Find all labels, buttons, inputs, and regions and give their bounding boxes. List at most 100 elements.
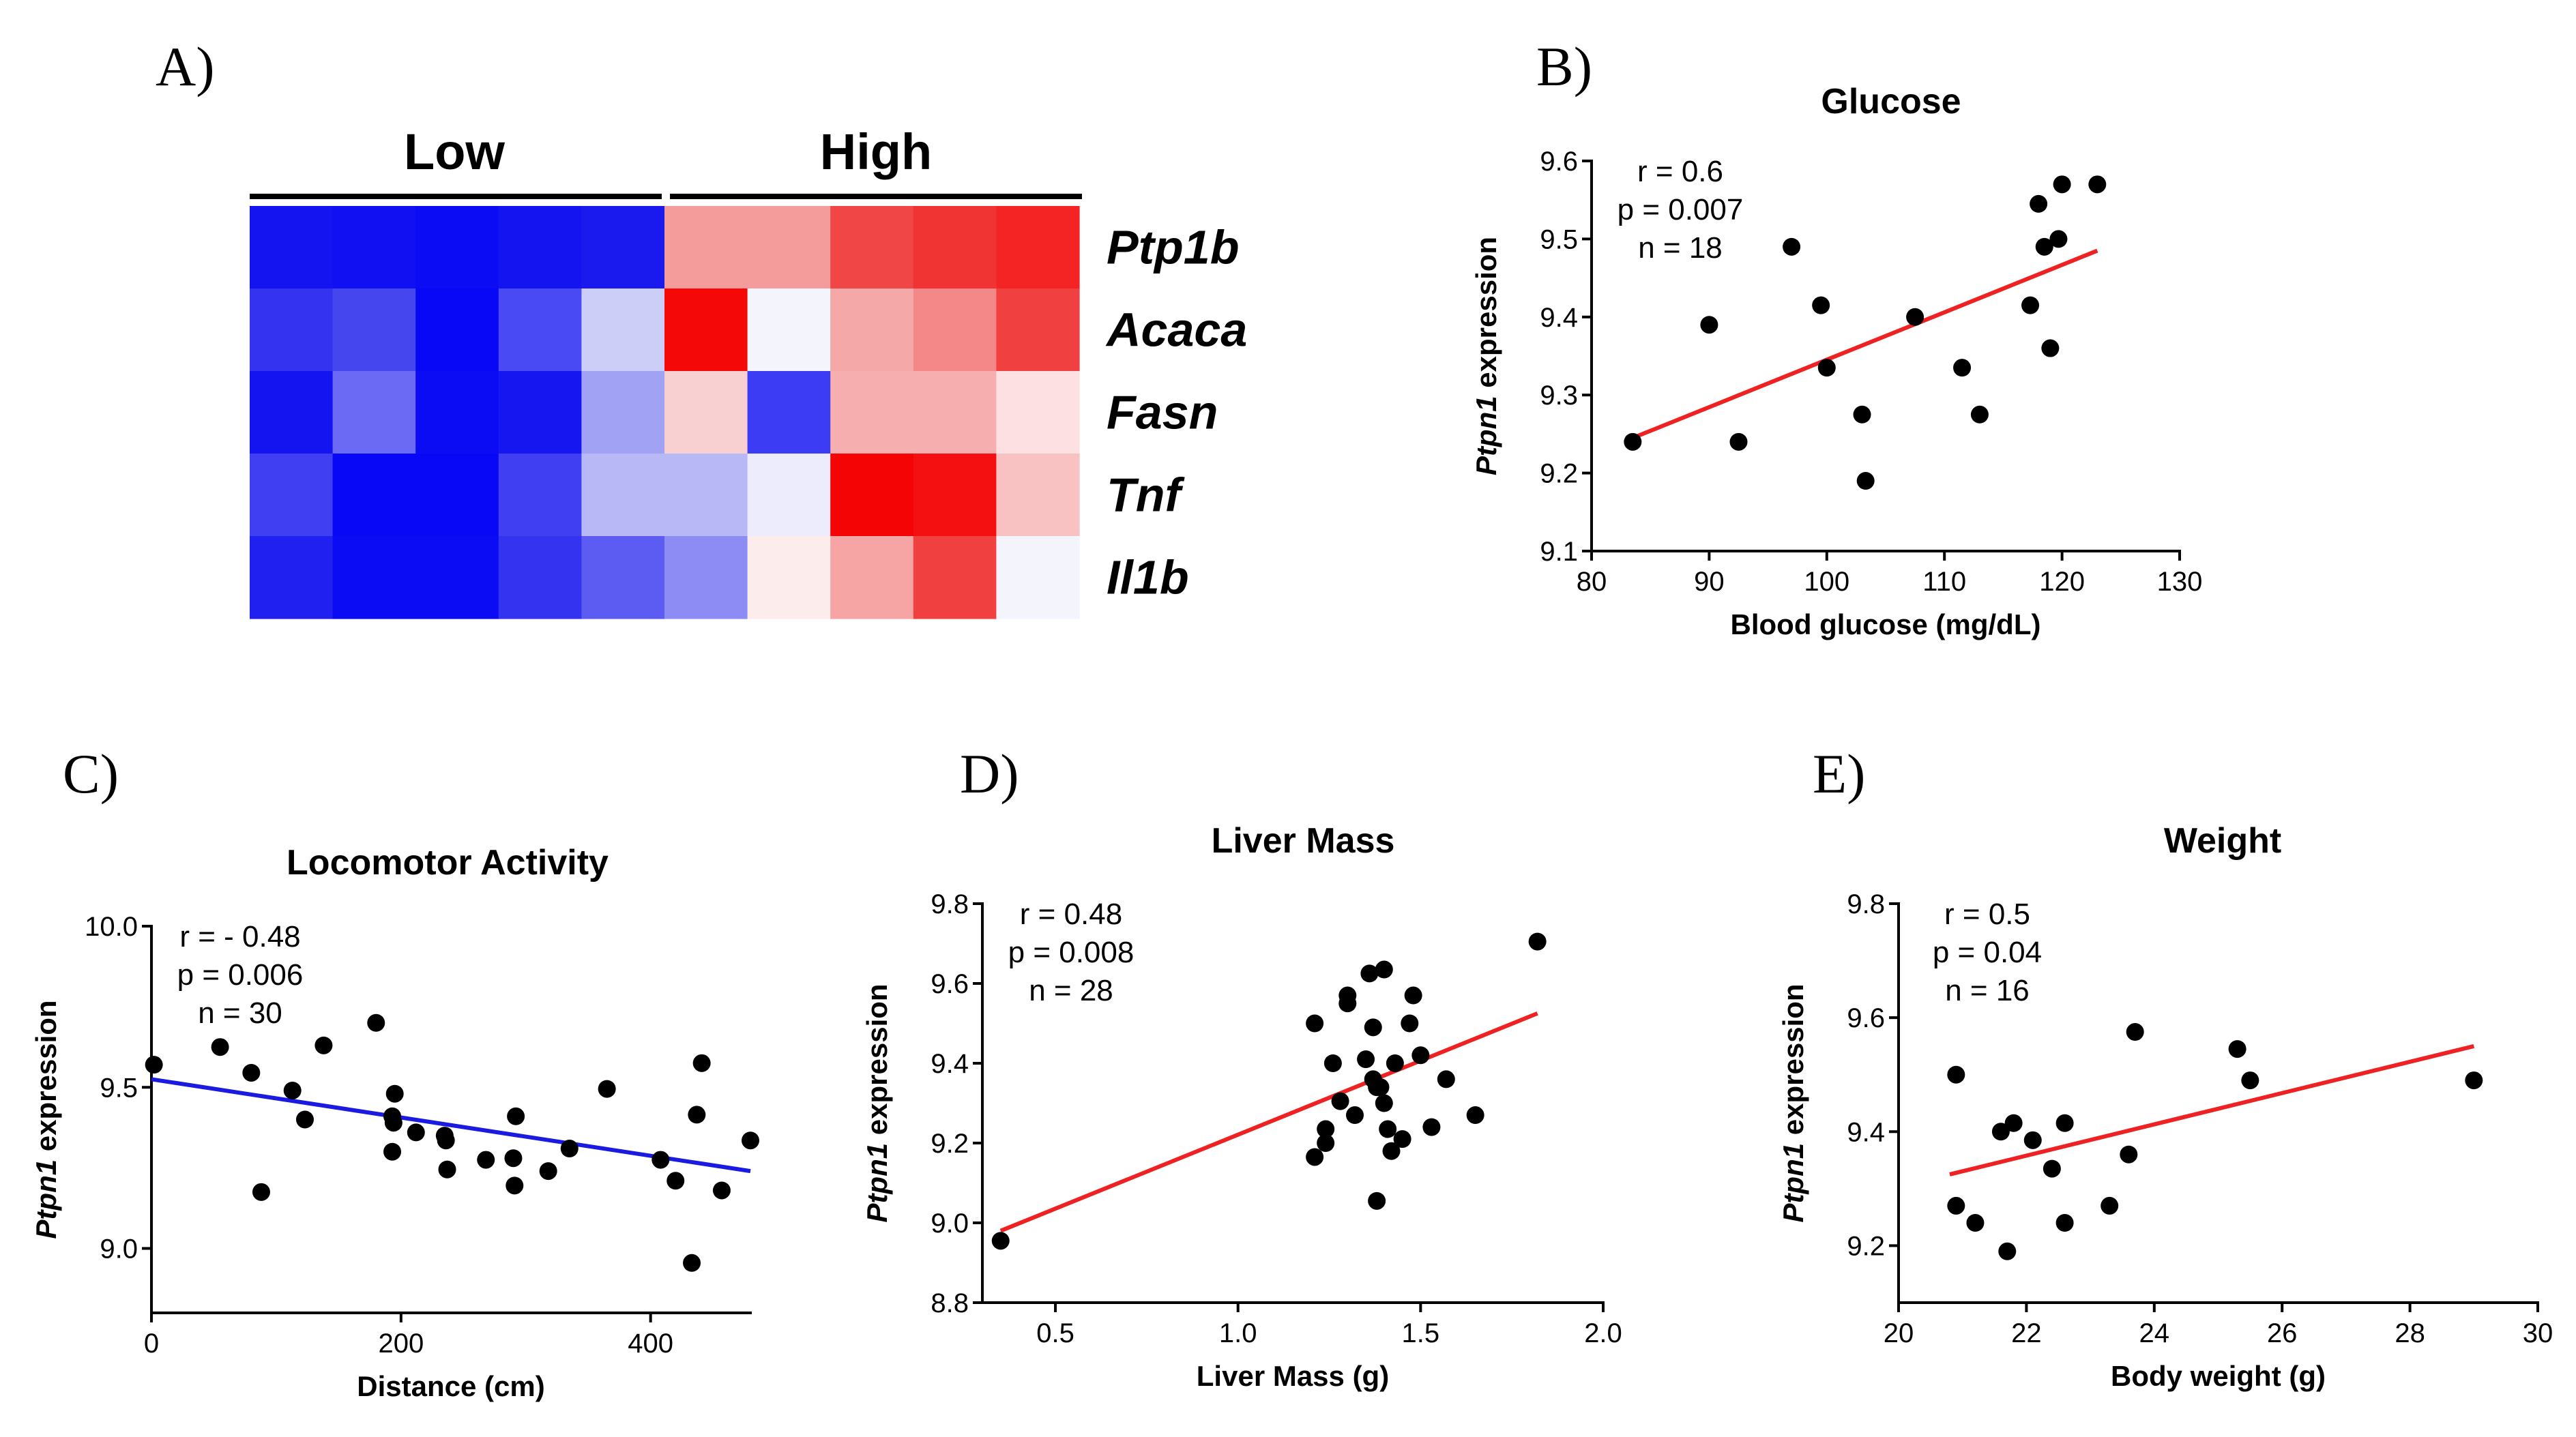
y-tick-label: 9.6	[931, 969, 969, 999]
heatmap-group-low: Low	[404, 123, 505, 180]
x-tick-label: 200	[378, 1329, 424, 1359]
y-tick-label: 9.2	[1540, 459, 1578, 489]
panel-label-d: D)	[960, 743, 1019, 805]
data-point	[1306, 1014, 1324, 1033]
y-axis-label: Ptpn1 expression	[1777, 983, 1809, 1222]
data-point	[437, 1131, 455, 1150]
heatmap-gene-label: Fasn	[1107, 386, 1218, 439]
data-point	[1346, 1106, 1364, 1125]
data-point	[2241, 1071, 2259, 1090]
regression-line	[1632, 248, 2098, 440]
data-point	[1386, 1054, 1404, 1072]
y-axis-label-gene: Ptpn1	[30, 1159, 62, 1239]
stat-annotation: r = 0.5	[1944, 898, 2030, 931]
heatmap-cell	[830, 288, 914, 372]
data-point	[2126, 1023, 2144, 1041]
data-point	[2055, 1114, 2074, 1132]
heatmap-cell	[498, 206, 582, 289]
data-point	[2035, 237, 2053, 256]
data-point	[438, 1160, 456, 1179]
data-point	[1360, 964, 1379, 983]
y-axis-label-text: expression	[1470, 237, 1502, 396]
data-point	[598, 1080, 616, 1098]
heatmap-cell	[250, 536, 334, 619]
data-point	[1368, 1191, 1386, 1210]
x-tick-label: 100	[1804, 567, 1849, 597]
y-tick-label: 9.2	[931, 1129, 969, 1159]
stat-annotation: r = 0.6	[1637, 155, 1723, 188]
heatmap-cell	[498, 288, 582, 372]
y-axis-label-gene: Ptpn1	[1777, 1143, 1809, 1223]
heatmap-cell	[996, 536, 1080, 619]
chart-liver-mass: Liver Mass 0.5 1.0 1.5 2.0 8.8 9.0 9.2 9.4 9.6 9.8…	[861, 821, 1622, 1392]
heatmap-gene-labels: Ptp1b Acaca Fasn Tnf Il1b	[1105, 221, 1247, 604]
x-tick-label: 24	[2139, 1318, 2170, 1348]
data-point	[683, 1254, 701, 1272]
data-point	[692, 1054, 711, 1072]
regression-line	[999, 1011, 1538, 1233]
heatmap-cell	[996, 454, 1080, 537]
heatmap-cell	[913, 288, 997, 372]
regression-line	[1949, 1044, 2475, 1176]
heatmap-cell	[747, 371, 831, 454]
data-point	[2055, 1214, 2074, 1232]
heatmap-cell	[332, 454, 416, 537]
data-point	[407, 1123, 425, 1142]
data-point	[2041, 339, 2060, 357]
data-point	[2030, 194, 2048, 213]
heatmap-cells	[250, 206, 1080, 619]
chart-locomotor-activity: Locomotor Activity 0 200 400 9.0 9.5 10.0 Dista…	[30, 843, 759, 1402]
data-point	[384, 1114, 402, 1132]
data-point	[1528, 932, 1547, 951]
data-point	[1729, 432, 1748, 451]
x-tick-label: 20	[1884, 1318, 1914, 1348]
x-axis-label: Distance (cm)	[357, 1370, 544, 1402]
chart-weight: Weight 20 22 24 26 28 30 9.2 9.4 9.6 9.8 Body weigh…	[1777, 821, 2553, 1392]
heatmap-cell	[664, 288, 748, 372]
x-tick-label: 120	[2039, 567, 2085, 597]
y-tick-label: 9.2	[1847, 1231, 1885, 1261]
heatmap-cell	[415, 536, 499, 619]
heatmap-cell	[581, 288, 665, 372]
heatmap-cell	[664, 206, 748, 289]
chart-title: Weight	[2164, 821, 2281, 861]
data-point	[477, 1151, 495, 1169]
data-point	[314, 1036, 333, 1054]
heatmap-gene-label: Acaca	[1105, 303, 1247, 357]
heatmap-cell	[498, 536, 582, 619]
chart-glucose: Glucose 80 90 100 110 120 130 9.1 9.2 9.3 9.4 9.5 9.…	[1470, 82, 2202, 640]
y-tick-label: 9.4	[1847, 1117, 1885, 1147]
heatmap-cell	[332, 371, 416, 454]
data-point	[1338, 986, 1357, 1005]
data-point	[1306, 1148, 1324, 1166]
heatmap-cell	[581, 454, 665, 537]
data-point	[1906, 308, 1924, 326]
data-point	[1991, 1123, 2010, 1141]
y-axis-label-gene: Ptpn1	[1470, 396, 1502, 475]
y-tick-label: 9.5	[1540, 224, 1578, 254]
data-point	[1404, 986, 1422, 1005]
heatmap-cell	[830, 536, 914, 619]
heatmap-cell	[913, 206, 997, 289]
data-point	[1364, 1018, 1382, 1037]
data-point	[1323, 1054, 1342, 1072]
y-tick-label: 9.3	[1540, 381, 1578, 411]
heatmap-cell	[664, 536, 748, 619]
data-point	[1401, 1014, 1419, 1033]
data-point	[1700, 316, 1718, 334]
heatmap-cell	[250, 454, 334, 537]
heatmap-cell	[830, 454, 914, 537]
data-point	[539, 1162, 557, 1181]
y-tick-label: 8.8	[931, 1288, 969, 1318]
data-point	[667, 1172, 685, 1190]
heatmap-cell	[332, 536, 416, 619]
heatmap-cell	[996, 206, 1080, 289]
y-axis-label: Ptpn1 expression	[30, 1000, 62, 1239]
x-tick-label: 26	[2267, 1318, 2298, 1348]
data-point	[1966, 1214, 1985, 1232]
regression-line	[151, 1077, 751, 1174]
heatmap-cell	[830, 206, 914, 289]
data-point	[2023, 1131, 2042, 1149]
heatmap-gene-label: Il1b	[1107, 551, 1189, 604]
